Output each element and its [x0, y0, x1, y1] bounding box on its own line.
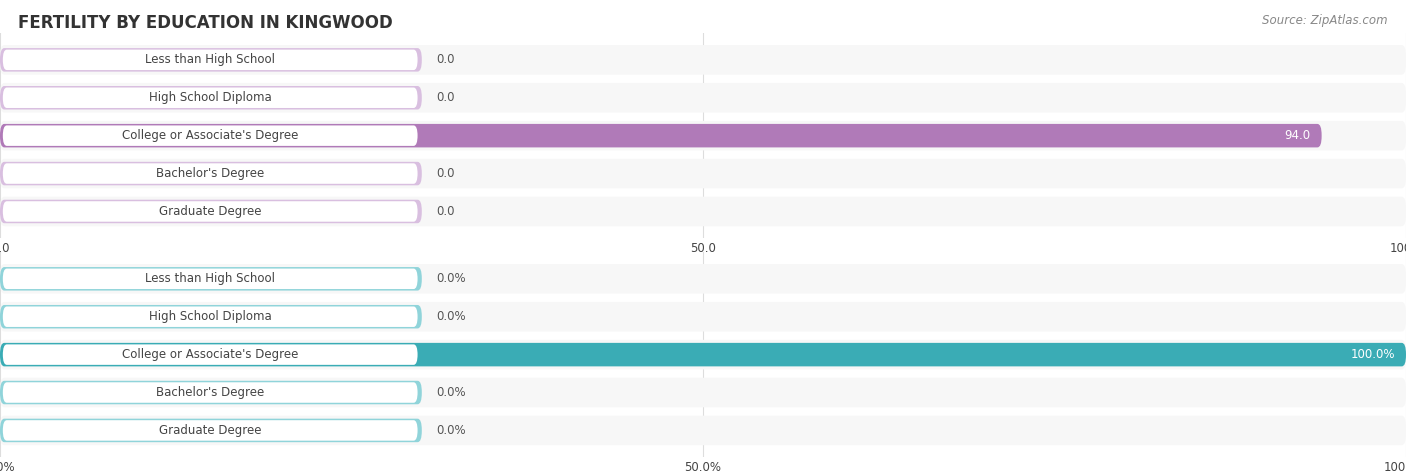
Text: 0.0%: 0.0% — [436, 424, 465, 437]
FancyBboxPatch shape — [0, 124, 1322, 148]
Text: 0.0%: 0.0% — [436, 310, 465, 323]
FancyBboxPatch shape — [0, 381, 422, 404]
Text: High School Diploma: High School Diploma — [149, 91, 271, 104]
FancyBboxPatch shape — [3, 201, 418, 222]
FancyBboxPatch shape — [0, 45, 1406, 75]
FancyBboxPatch shape — [0, 200, 422, 223]
Text: Bachelor's Degree: Bachelor's Degree — [156, 167, 264, 180]
FancyBboxPatch shape — [3, 307, 418, 327]
Text: Source: ZipAtlas.com: Source: ZipAtlas.com — [1263, 14, 1388, 27]
Text: Less than High School: Less than High School — [145, 53, 276, 66]
FancyBboxPatch shape — [3, 382, 418, 403]
FancyBboxPatch shape — [3, 50, 418, 70]
FancyBboxPatch shape — [0, 162, 422, 185]
Text: College or Associate's Degree: College or Associate's Degree — [122, 348, 298, 361]
FancyBboxPatch shape — [0, 302, 1406, 331]
FancyBboxPatch shape — [0, 305, 422, 328]
FancyBboxPatch shape — [3, 345, 418, 365]
FancyBboxPatch shape — [3, 268, 418, 289]
Text: 0.0%: 0.0% — [436, 386, 465, 399]
Text: FERTILITY BY EDUCATION IN KINGWOOD: FERTILITY BY EDUCATION IN KINGWOOD — [18, 14, 394, 32]
Text: 100.0%: 100.0% — [1350, 348, 1395, 361]
FancyBboxPatch shape — [0, 197, 1406, 226]
FancyBboxPatch shape — [0, 159, 1406, 188]
FancyBboxPatch shape — [0, 83, 1406, 112]
Text: 0.0%: 0.0% — [436, 272, 465, 285]
FancyBboxPatch shape — [0, 343, 1406, 367]
FancyBboxPatch shape — [3, 163, 418, 184]
FancyBboxPatch shape — [0, 267, 422, 290]
FancyBboxPatch shape — [0, 121, 1406, 150]
Text: High School Diploma: High School Diploma — [149, 310, 271, 323]
FancyBboxPatch shape — [0, 86, 422, 109]
Text: Graduate Degree: Graduate Degree — [159, 424, 262, 437]
FancyBboxPatch shape — [0, 419, 422, 442]
FancyBboxPatch shape — [3, 88, 418, 108]
Text: Bachelor's Degree: Bachelor's Degree — [156, 386, 264, 399]
Text: 0.0: 0.0 — [436, 53, 454, 66]
Text: Graduate Degree: Graduate Degree — [159, 205, 262, 218]
FancyBboxPatch shape — [0, 416, 1406, 445]
Text: 0.0: 0.0 — [436, 205, 454, 218]
Text: 94.0: 94.0 — [1284, 129, 1310, 142]
FancyBboxPatch shape — [3, 420, 418, 441]
FancyBboxPatch shape — [0, 378, 1406, 407]
Text: College or Associate's Degree: College or Associate's Degree — [122, 129, 298, 142]
FancyBboxPatch shape — [0, 48, 422, 71]
FancyBboxPatch shape — [0, 340, 1406, 369]
Text: 0.0: 0.0 — [436, 91, 454, 104]
Text: 0.0: 0.0 — [436, 167, 454, 180]
FancyBboxPatch shape — [3, 126, 418, 146]
Text: Less than High School: Less than High School — [145, 272, 276, 285]
FancyBboxPatch shape — [0, 264, 1406, 294]
